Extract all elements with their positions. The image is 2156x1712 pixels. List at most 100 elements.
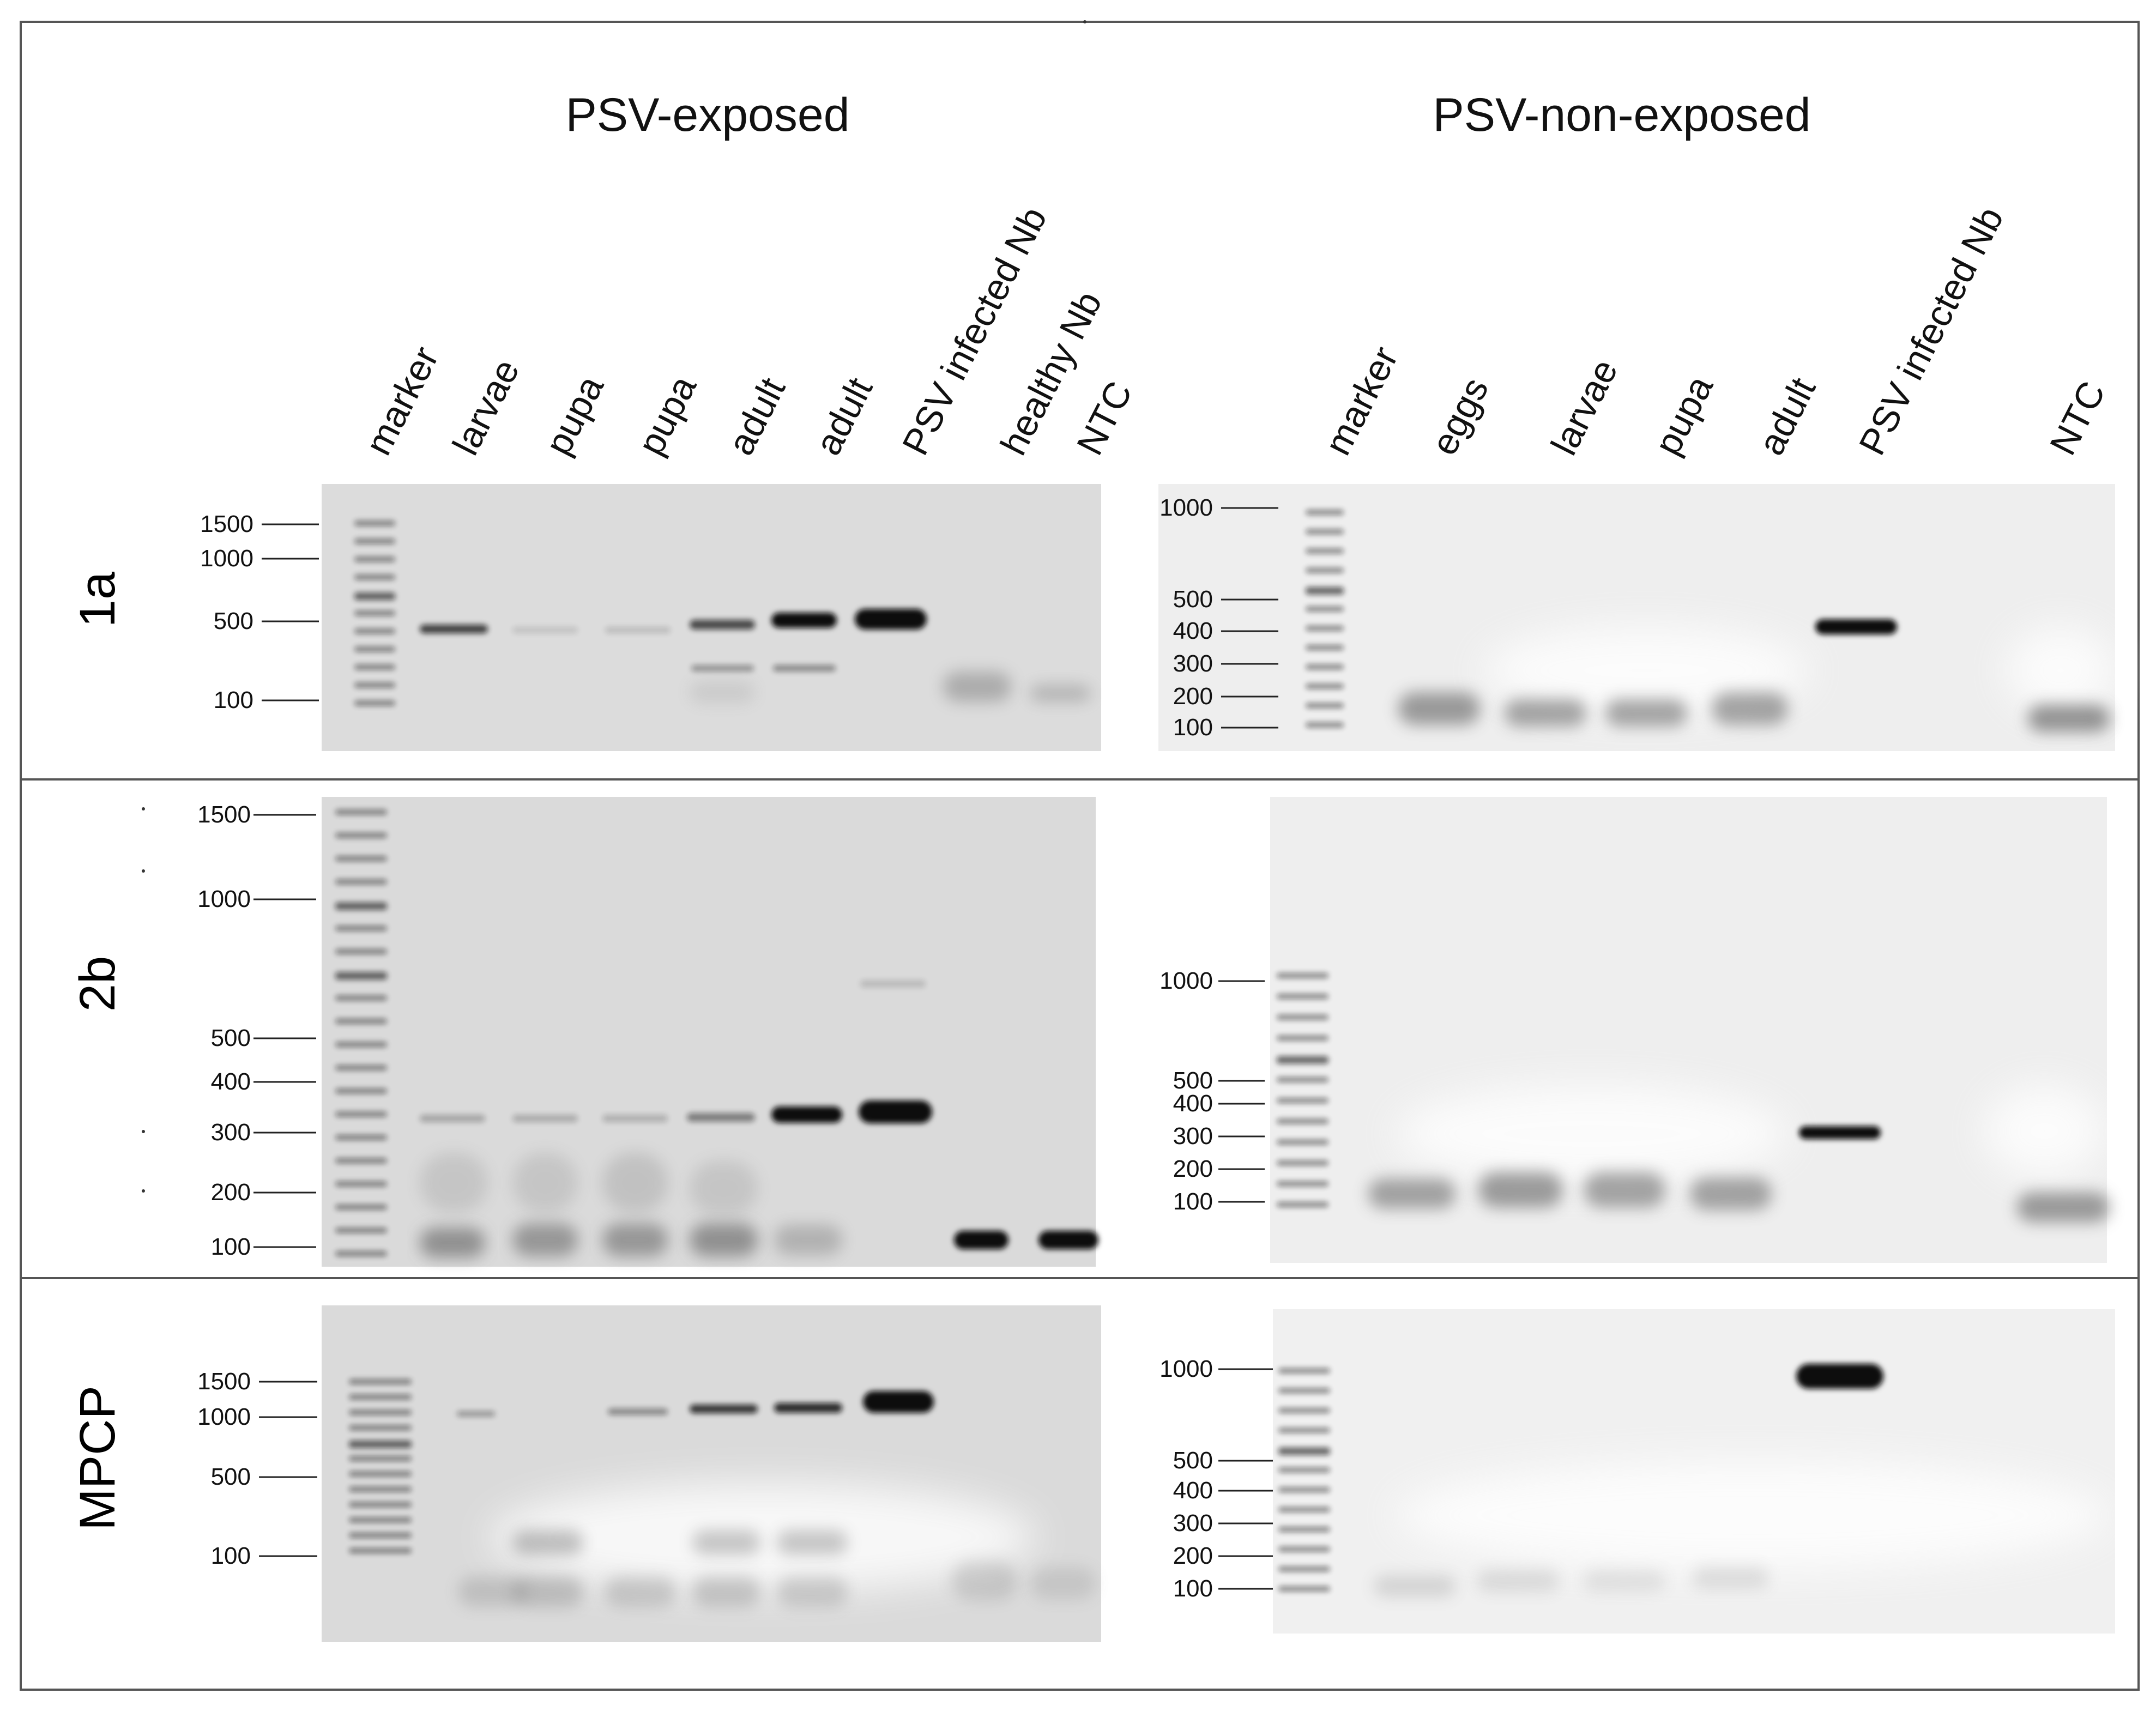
- ladder-band: [354, 610, 395, 616]
- marker-size-label: 500: [211, 1025, 251, 1051]
- ladder-band: [1277, 1076, 1328, 1082]
- marker-size-label: 1000: [200, 545, 253, 572]
- ladder-band: [1306, 703, 1344, 709]
- gel-band: [512, 1115, 578, 1122]
- gel-smear: [1030, 1567, 1096, 1600]
- ladder-band: [1278, 1526, 1330, 1532]
- marker-ladder: [354, 521, 395, 706]
- marker-size-label: 300: [1173, 1510, 1213, 1536]
- ladder-band: [1277, 973, 1328, 978]
- marker-size-label: 200: [1173, 1542, 1213, 1569]
- ladder-band: [1277, 994, 1328, 1000]
- lane-label-right-1: eggs: [1423, 371, 1497, 462]
- marker-size-label: 400: [1173, 1090, 1213, 1117]
- gel-band: [457, 1411, 495, 1417]
- gel-band: [605, 627, 671, 633]
- ladder-band: [335, 925, 387, 931]
- ladder-band: [1306, 664, 1344, 670]
- lane-label-left-0: marker: [358, 340, 447, 462]
- lane-label-left-2: pupa: [538, 369, 612, 461]
- gel-smear: [1584, 1570, 1665, 1592]
- marker-ladder: [349, 1379, 412, 1553]
- marker-ladder: [1278, 1368, 1330, 1592]
- gel-smear: [2028, 705, 2110, 732]
- ladder-band: [335, 948, 387, 954]
- marker-ladder: [1277, 973, 1328, 1207]
- marker-size-label: 1500: [197, 801, 251, 828]
- marker-size-label: 400: [211, 1068, 251, 1095]
- gel-smear: [692, 1576, 760, 1607]
- ladder-band: [335, 832, 387, 838]
- ladder-band: [335, 1042, 387, 1048]
- gel-panels: 1500100050010010005004003002001001500100…: [197, 484, 2115, 1642]
- gel-band: [954, 1231, 1008, 1249]
- gel-band: [1799, 1126, 1881, 1139]
- gel-smear: [774, 1225, 842, 1255]
- ladder-band: [1278, 1388, 1330, 1394]
- ladder-band: [354, 592, 395, 600]
- ladder-band: [335, 1018, 387, 1024]
- gel-smear: [1505, 699, 1586, 727]
- gel-band: [691, 665, 754, 672]
- ladder-band: [335, 1181, 387, 1187]
- ladder-band: [1306, 586, 1344, 595]
- gel-band: [773, 665, 836, 672]
- ladder-band: [335, 1227, 387, 1233]
- gel-smear: [512, 1224, 578, 1256]
- marker-size-label: 200: [1173, 1156, 1213, 1182]
- ladder-band: [1306, 645, 1344, 651]
- ladder-band: [335, 1088, 387, 1094]
- gel-band: [690, 1405, 758, 1413]
- ladder-band: [1277, 1202, 1328, 1207]
- marker-size-label: 100: [1173, 714, 1213, 741]
- figure-frame: [20, 21, 2140, 1691]
- gel-glow: [1396, 1461, 2110, 1570]
- ladder-band: [335, 902, 387, 910]
- gel-smear: [512, 1530, 583, 1555]
- ladder-band: [1278, 1546, 1330, 1552]
- marker-size-label: 1000: [197, 886, 251, 912]
- gel-smear: [951, 1562, 1017, 1600]
- gel-smear: [420, 1153, 488, 1213]
- marker-size-label: 300: [211, 1119, 251, 1146]
- gel-smear: [1478, 1172, 1563, 1208]
- gel-band: [860, 980, 926, 988]
- ladder-band: [349, 1486, 412, 1492]
- marker-size-label: 1000: [1159, 967, 1213, 994]
- marker-size-label: 100: [1173, 1575, 1213, 1602]
- marker-size-label: 100: [211, 1542, 251, 1569]
- ladder-band: [354, 556, 395, 562]
- gel-smear: [512, 1576, 583, 1607]
- gel-band: [602, 1115, 668, 1122]
- ladder-band: [335, 879, 387, 885]
- ladder-band: [335, 972, 387, 980]
- lane-label-right-0: marker: [1317, 340, 1406, 462]
- marker-size-label: 300: [1173, 650, 1213, 677]
- header-psv-exposed: PSV-exposed: [565, 89, 849, 141]
- gel-smear: [692, 1530, 760, 1555]
- lane-labels-right: marker eggs larvae pupa adult PSV infected Nb…: [1317, 201, 2113, 462]
- gel-band: [774, 1403, 842, 1413]
- marker-size-label: 1000: [1159, 1356, 1213, 1382]
- ladder-band: [1306, 606, 1344, 612]
- ladder-band: [349, 1548, 412, 1553]
- ladder-band: [354, 646, 395, 652]
- ladder-band: [1306, 722, 1344, 728]
- ladder-band: [1306, 548, 1344, 554]
- ladder-band: [335, 1064, 387, 1070]
- ladder-band: [349, 1379, 412, 1384]
- marker-size-label: 500: [1173, 586, 1213, 613]
- gel-1a-left: 1500 1000 500 100: [200, 484, 1101, 751]
- marker-size-label: 100: [211, 1233, 251, 1260]
- row-label-mpcp: MPCP: [70, 1386, 125, 1530]
- gel-smear: [1584, 1172, 1665, 1208]
- gel-band: [863, 1391, 934, 1413]
- lane-label-right-6: NTC: [2042, 375, 2113, 462]
- gel-smear: [1477, 1570, 1559, 1592]
- gel-band: [420, 625, 488, 633]
- ladder-band: [354, 521, 395, 526]
- marker-size-label: 200: [1173, 683, 1213, 710]
